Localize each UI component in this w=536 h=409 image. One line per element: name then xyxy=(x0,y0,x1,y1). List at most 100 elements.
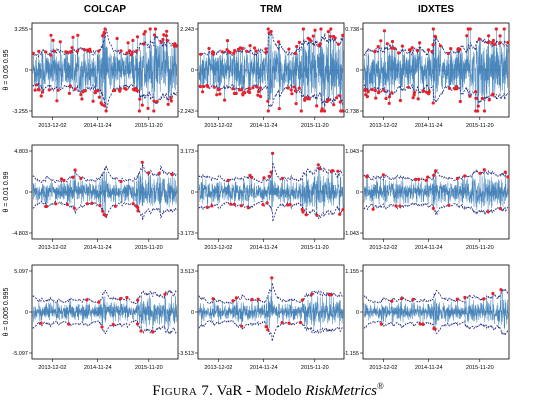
breach-point xyxy=(41,90,45,94)
breach-point xyxy=(155,100,159,104)
var-lower-band xyxy=(198,200,344,222)
breach-point xyxy=(71,175,75,179)
breach-point xyxy=(153,27,157,31)
y-tick-label: 2.243 xyxy=(180,27,194,33)
breach-point xyxy=(68,84,72,88)
x-tick-label: 2013-12-02 xyxy=(204,245,232,251)
breach-point xyxy=(118,89,122,93)
breach-point xyxy=(366,90,370,94)
y-tick-label: -1.043 xyxy=(343,231,359,237)
breach-point xyxy=(85,298,89,302)
row-label-3: θ = 0.005 0.995 xyxy=(3,287,10,336)
breach-point xyxy=(72,206,76,210)
breach-point xyxy=(201,90,205,94)
breach-point xyxy=(465,34,469,38)
breach-point xyxy=(248,90,252,95)
breach-point xyxy=(151,330,155,334)
x-tick-label: 2015-11-20 xyxy=(466,123,494,129)
x-tick-label: 2014-11-24 xyxy=(415,365,443,371)
breach-point xyxy=(390,299,394,303)
y-tick-label: 1.043 xyxy=(345,149,359,155)
breach-point xyxy=(100,103,104,107)
breach-point xyxy=(243,91,247,95)
breach-point xyxy=(125,295,129,300)
breach-point xyxy=(446,51,450,56)
breach-point xyxy=(288,203,292,207)
column-title-idxtes: IDXTES xyxy=(418,4,454,15)
breach-point xyxy=(215,93,219,97)
x-tick-label: 2014-11-24 xyxy=(84,245,112,251)
breach-point xyxy=(85,202,89,206)
breach-point xyxy=(476,109,480,113)
y-tick-label: 3.255 xyxy=(14,27,28,33)
y-tick-label: 3.173 xyxy=(180,149,194,155)
y-tick-label: -2.243 xyxy=(178,109,194,115)
breach-point xyxy=(474,96,478,100)
breach-point xyxy=(295,44,299,49)
breach-point xyxy=(266,99,270,103)
breach-point xyxy=(142,42,146,46)
breach-point xyxy=(256,93,260,97)
breach-point xyxy=(340,109,344,113)
breach-point xyxy=(148,27,152,31)
y-tick-label: -5.097 xyxy=(12,351,28,357)
breach-point xyxy=(329,27,333,31)
breach-point xyxy=(119,49,123,53)
breach-point xyxy=(130,50,134,54)
breach-point xyxy=(430,50,434,54)
breach-point xyxy=(371,207,375,211)
breach-point xyxy=(267,174,271,178)
breach-point xyxy=(382,29,386,33)
breach-point xyxy=(228,50,232,55)
breach-point xyxy=(506,175,510,179)
breach-point xyxy=(486,40,490,45)
breach-point xyxy=(455,87,459,91)
x-tick-label: 2015-11-20 xyxy=(466,365,494,371)
breach-point xyxy=(53,49,57,53)
breach-point xyxy=(394,204,398,208)
breach-point xyxy=(498,41,502,45)
breach-point xyxy=(434,169,438,173)
breach-point xyxy=(315,213,319,217)
breach-point xyxy=(338,212,342,216)
breach-point xyxy=(65,202,69,207)
breach-point xyxy=(468,94,472,98)
breach-point xyxy=(491,38,495,43)
x-tick-label: 2014-11-24 xyxy=(415,123,443,129)
column-title-colcap: COLCAP xyxy=(84,4,127,15)
breach-point xyxy=(73,87,77,91)
breach-point xyxy=(125,51,129,55)
breach-point xyxy=(136,205,140,210)
breach-point xyxy=(247,86,251,91)
breach-point xyxy=(389,46,394,50)
breach-point xyxy=(328,34,332,38)
breach-point xyxy=(102,30,106,34)
y-tick-label: 0 xyxy=(25,190,28,196)
x-tick-label: 2015-11-20 xyxy=(135,123,163,129)
breach-point xyxy=(49,53,53,57)
breach-point xyxy=(128,49,132,53)
breach-point xyxy=(299,321,303,325)
breach-point xyxy=(418,41,422,45)
breach-point xyxy=(417,177,421,181)
breach-point xyxy=(232,51,236,55)
breach-point xyxy=(341,33,345,38)
row-label-2: θ = 0.01 0.99 xyxy=(3,171,10,212)
breach-point xyxy=(271,151,275,155)
breach-point xyxy=(205,205,209,209)
breach-point xyxy=(433,327,437,331)
breach-point xyxy=(126,41,130,45)
breach-point xyxy=(234,91,238,95)
y-tick-label: 0 xyxy=(25,68,28,74)
returns-series xyxy=(198,277,344,331)
breach-point xyxy=(487,98,491,102)
breach-point xyxy=(400,297,404,301)
breach-point xyxy=(313,28,317,32)
breach-point xyxy=(264,50,268,54)
var-lower-band xyxy=(198,82,344,108)
breach-point xyxy=(218,92,222,96)
row-label-1: θ = 0.05 0.95 xyxy=(3,49,10,90)
breach-point xyxy=(458,47,462,52)
x-tick-label: 2014-11-24 xyxy=(84,365,112,371)
breach-point xyxy=(240,47,244,51)
